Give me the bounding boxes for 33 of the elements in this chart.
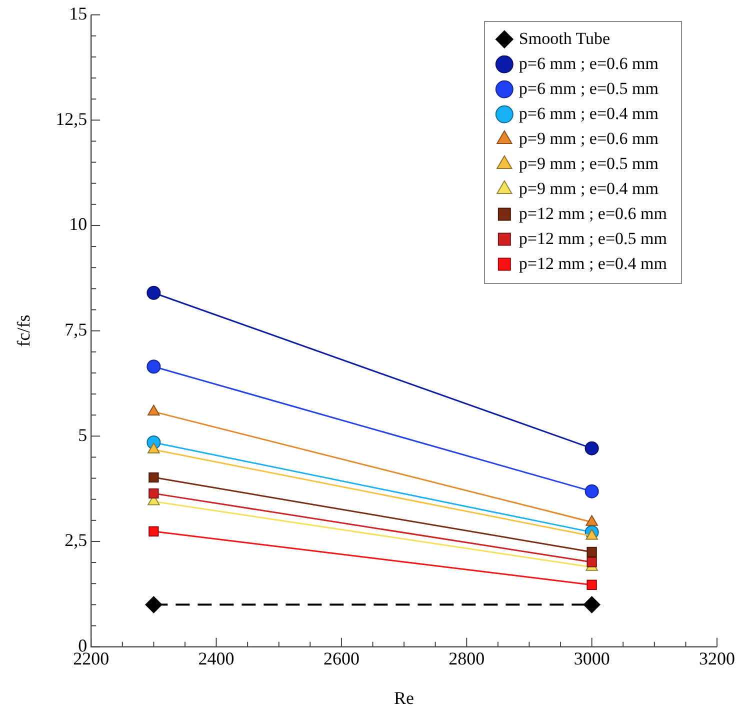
point — [146, 286, 161, 300]
legend-label: p=12 mm ; e=0.6 mm — [518, 204, 668, 223]
point — [145, 596, 162, 614]
x-tick-label: 3000 — [574, 648, 610, 668]
x-tick-label: 3200 — [699, 648, 735, 668]
y-tick-label: 7,5 — [64, 320, 88, 340]
point — [586, 546, 597, 558]
legend-label: p=9 mm ; e=0.5 mm — [518, 154, 659, 173]
y-tick-label: 5 — [78, 424, 88, 445]
legend-label: p=6 mm ; e=0.4 mm — [518, 104, 659, 123]
legend-label: p=12 mm ; e=0.4 mm — [518, 254, 668, 273]
y-axis-title: fc/fs — [14, 314, 34, 347]
x-tick-label: 2800 — [448, 648, 485, 668]
legend-label: p=6 mm ; e=0.5 mm — [518, 78, 659, 98]
x-tick-label: 2600 — [323, 648, 360, 668]
point — [148, 472, 159, 483]
y-tick-label: 15 — [69, 4, 88, 24]
point — [584, 441, 599, 456]
y-tick-label: 12,5 — [56, 108, 88, 129]
legend-label: p=9 mm ; e=0.4 mm — [518, 178, 659, 198]
legend-label: p=9 mm ; e=0.6 mm — [518, 128, 659, 148]
point — [148, 526, 159, 536]
point — [583, 596, 600, 614]
point — [584, 484, 599, 498]
legend-label: p=6 mm ; e=0.6 mm — [518, 54, 659, 73]
x-axis-title: Re — [394, 688, 414, 708]
point — [146, 360, 161, 374]
legend-label: p=12 mm ; e=0.5 mm — [518, 228, 668, 248]
point — [586, 580, 597, 590]
y-tick-label: 2,5 — [64, 530, 88, 550]
y-tick-label: 10 — [69, 214, 88, 234]
x-tick-label: 2400 — [198, 648, 234, 668]
legend-label: Smooth Tube — [518, 28, 610, 48]
